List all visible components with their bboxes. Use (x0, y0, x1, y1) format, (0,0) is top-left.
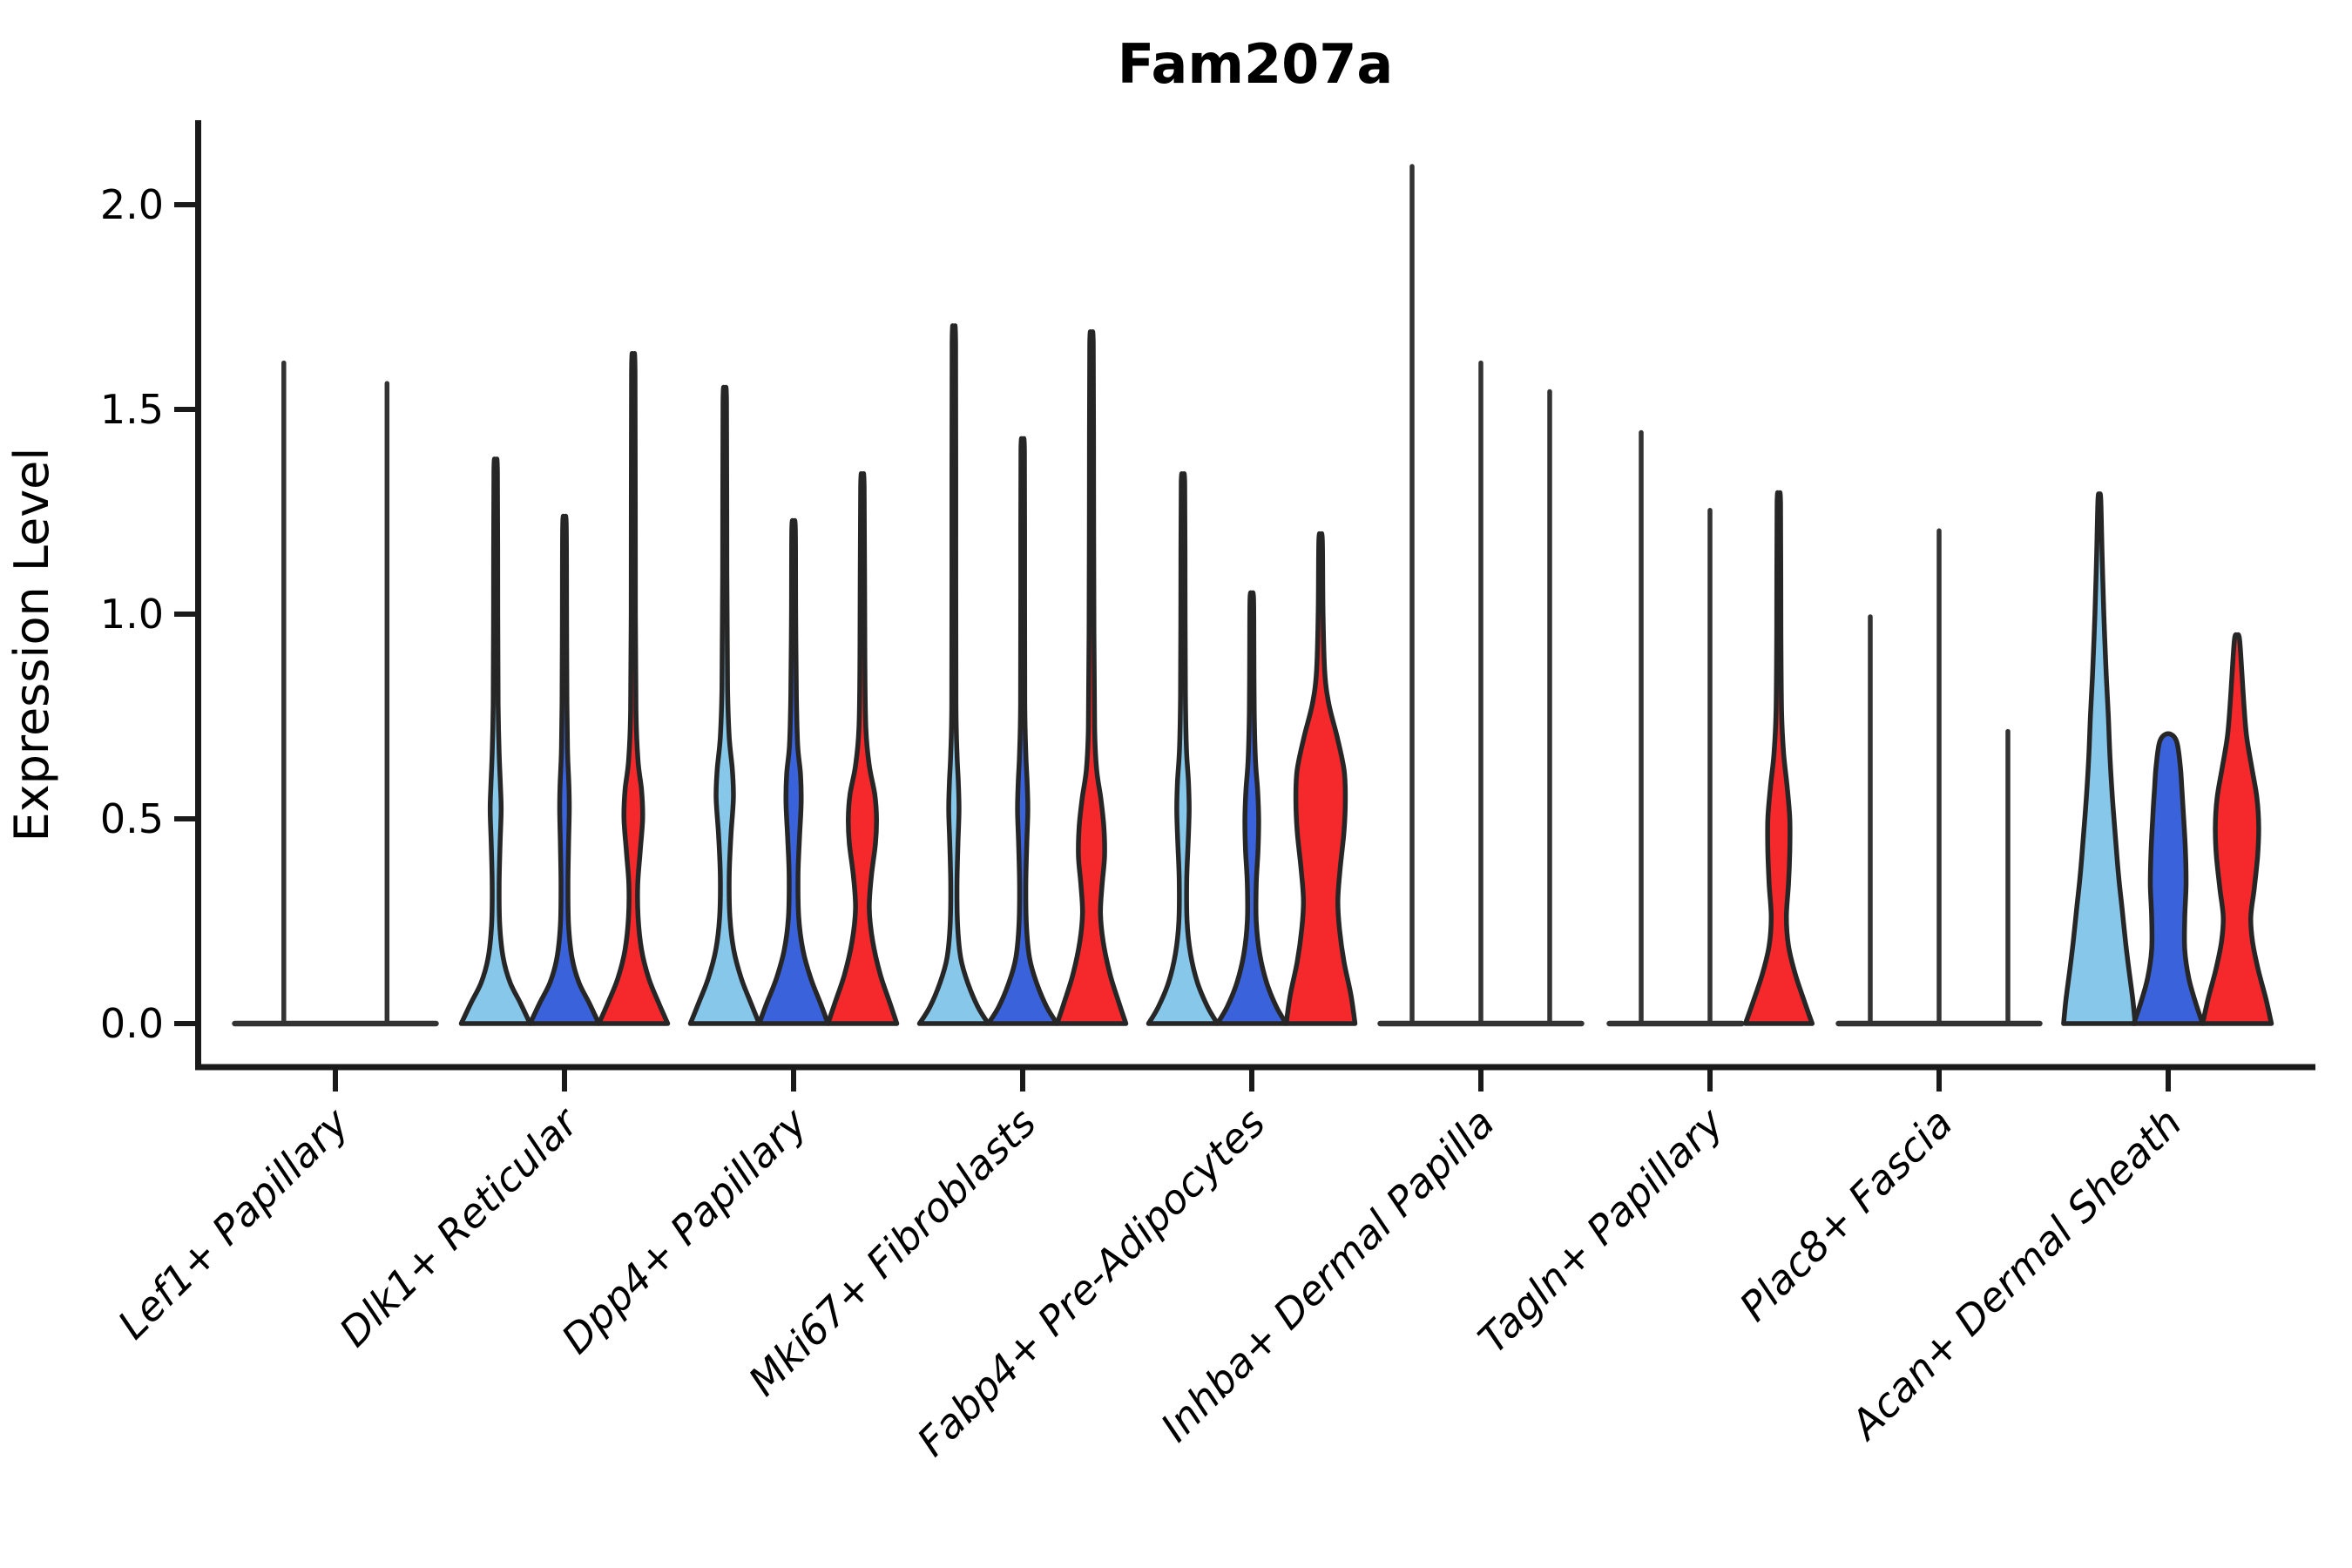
x-tick-label: Tagln+ Papillary (1469, 1098, 1733, 1362)
violin-shape-dark_blue (2131, 731, 2206, 1026)
violin-shape-red (825, 470, 900, 1026)
violin-shape-light_blue (458, 456, 533, 1026)
x-tick-label: Lef1+ Papillary (109, 1098, 358, 1348)
x-tick-label: Dlk1+ Reticular (330, 1097, 589, 1355)
violin-shape-dark_blue (527, 513, 602, 1026)
violin-shape-red (1054, 329, 1129, 1026)
y-tick-label: 1.5 (100, 386, 164, 433)
chart-title: Fam207a (1118, 32, 1393, 96)
violin-shape-red (1742, 490, 1815, 1026)
violin-shape-dark_blue (756, 517, 831, 1026)
violin-shape-dark_blue (985, 436, 1060, 1026)
y-tick-label: 0.5 (100, 795, 164, 842)
y-axis-label: Expression Level (4, 448, 59, 842)
x-tick-label: Dpp4+ Papillary (552, 1098, 816, 1362)
violin-shape-red (1283, 531, 1358, 1026)
y-tick-label: 1.0 (100, 591, 164, 638)
violin-shape-dark_blue (1214, 590, 1289, 1026)
y-tick-label: 0.0 (100, 1000, 164, 1047)
violin-shape-light_blue (916, 323, 991, 1026)
y-axis-ticks: 0.0 0.5 1.0 1.5 2.0 (100, 181, 198, 1047)
x-tick-label: Plac8+ Fascia (1730, 1099, 1961, 1330)
y-tick-label: 2.0 (100, 181, 164, 228)
violin-shape-red (596, 351, 671, 1026)
violin-shape-light_blue (1146, 471, 1220, 1026)
violin-shape-red (2200, 632, 2274, 1026)
violin-shape-light_blue (687, 384, 762, 1026)
violin-shape-light_blue (2061, 491, 2138, 1026)
violins-layer (232, 164, 2274, 1027)
